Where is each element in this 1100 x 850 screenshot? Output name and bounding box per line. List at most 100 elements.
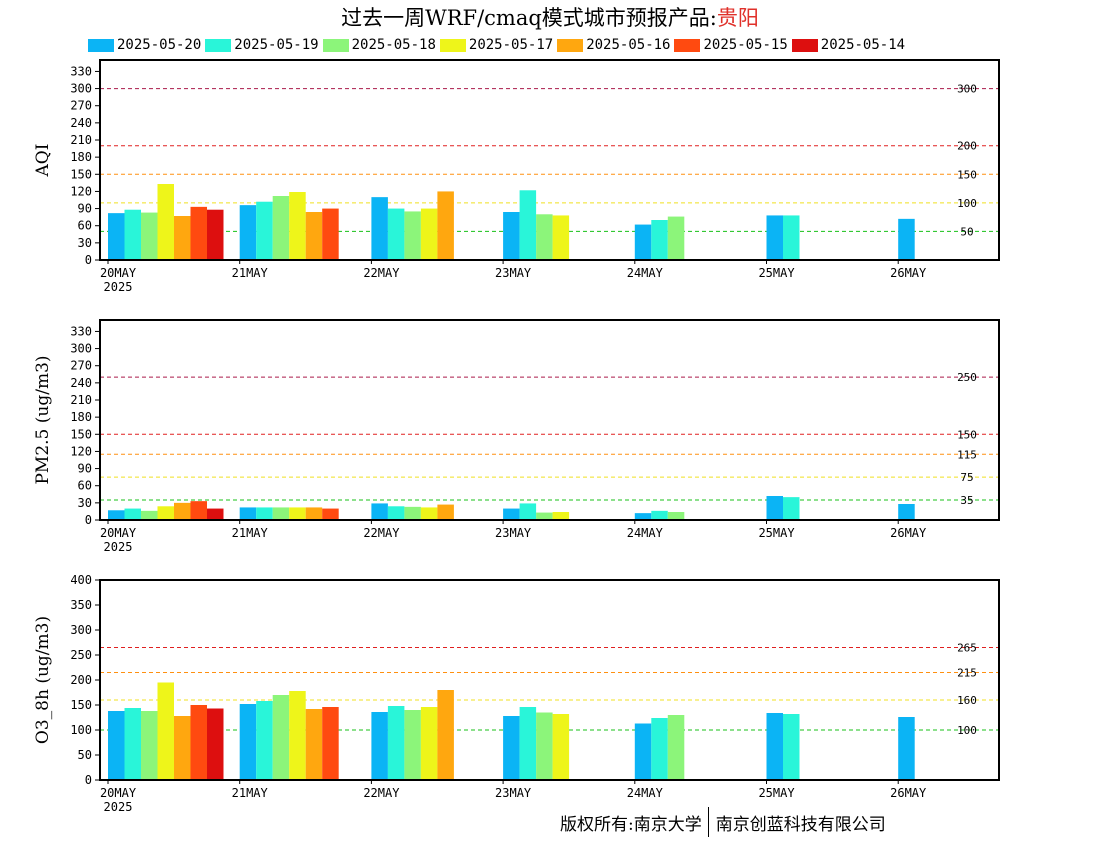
x-tick-label: 25MAY — [758, 266, 795, 280]
x-tick-label: 22MAY — [363, 786, 400, 800]
y-tick-label: 240 — [70, 116, 92, 130]
bar — [667, 512, 685, 520]
bar — [766, 496, 783, 520]
y-tick-label: 240 — [70, 376, 92, 390]
legend: 2025-05-20 2025-05-19 2025-05-18 2025-05-17… — [88, 36, 909, 54]
legend-swatch — [88, 38, 114, 52]
y-tick-label: 30 — [78, 496, 92, 510]
legend-item: 2025-05-18 — [322, 37, 440, 53]
bar — [174, 216, 191, 260]
legend-item: 2025-05-15 — [674, 37, 791, 53]
bar — [404, 710, 421, 780]
bar — [536, 214, 553, 260]
title-city: 贵阳 — [716, 6, 759, 30]
bar — [503, 716, 520, 780]
bar — [667, 715, 685, 780]
x-tick-label: 23MAY — [495, 266, 532, 280]
legend-swatch — [791, 38, 818, 52]
title-prefix: 过去一周WRF/cmaq模式城市预报产品: — [341, 6, 717, 30]
reference-label: 265 — [957, 642, 977, 655]
bar — [141, 510, 158, 520]
y-tick-label: 210 — [70, 393, 92, 407]
legend-label: 2025-05-20 — [117, 37, 202, 53]
reference-label: 150 — [957, 428, 977, 441]
bar — [239, 704, 257, 780]
y-tick-label: 300 — [70, 342, 92, 356]
legend-label: 2025-05-14 — [820, 37, 906, 53]
bar — [437, 191, 454, 260]
chart-title: 过去一周WRF/cmaq模式城市预报产品:贵阳 — [0, 2, 1100, 32]
legend-swatch — [439, 38, 466, 52]
x-year-label: 2025 — [104, 800, 133, 814]
bar — [256, 701, 273, 780]
y-tick-label: 0 — [85, 773, 92, 787]
legend-item: 2025-05-17 — [439, 37, 557, 53]
bar — [667, 216, 685, 260]
x-tick-label: 23MAY — [495, 786, 532, 800]
bar — [289, 192, 306, 260]
bar — [634, 224, 652, 260]
bar — [190, 206, 207, 260]
x-tick-label: 22MAY — [363, 526, 400, 540]
bar — [157, 682, 174, 780]
legend-item: 2025-05-14 — [791, 37, 909, 53]
reference-label: 215 — [957, 667, 977, 680]
bar — [420, 208, 438, 260]
legend-swatch — [674, 38, 701, 52]
x-tick-label: 25MAY — [758, 526, 795, 540]
copyright-separator — [707, 807, 709, 837]
plot-frame — [99, 59, 1000, 261]
bar — [190, 705, 207, 780]
plot-frame — [99, 319, 1000, 521]
x-tick-label: 24MAY — [627, 526, 664, 540]
bar — [783, 215, 800, 260]
bar — [766, 713, 783, 780]
bar — [108, 711, 125, 780]
bar — [503, 212, 520, 260]
bar — [207, 508, 224, 520]
bar — [207, 209, 224, 260]
x-tick-label: 21MAY — [232, 266, 269, 280]
bar — [256, 201, 273, 260]
legend-label: 2025-05-19 — [234, 37, 319, 53]
bar — [404, 211, 421, 260]
bar — [437, 504, 454, 520]
y-tick-label: 150 — [70, 427, 92, 441]
bar — [898, 504, 915, 520]
bar — [174, 502, 191, 520]
y-tick-label: 60 — [78, 479, 92, 493]
y-tick-label: 150 — [70, 698, 92, 712]
reference-label: 100 — [957, 724, 977, 737]
bar — [289, 691, 306, 780]
y-tick-label: 0 — [85, 513, 92, 527]
bar — [898, 218, 915, 260]
bar — [519, 190, 537, 260]
bar — [141, 711, 158, 780]
y-axis-label: AQI — [33, 144, 53, 178]
copyright: 版权所有:南京大学 南京创蓝科技有限公司 — [560, 806, 886, 838]
bar — [437, 690, 454, 780]
x-tick-label: 24MAY — [627, 266, 664, 280]
bar — [519, 503, 537, 520]
y-tick-label: 90 — [78, 202, 92, 216]
legend-item: 2025-05-20 — [88, 37, 205, 53]
y-tick-label: 180 — [70, 150, 92, 164]
bar — [387, 706, 405, 780]
x-tick-label: 22MAY — [363, 266, 400, 280]
bar — [766, 215, 783, 260]
y-tick-label: 30 — [78, 236, 92, 250]
reference-label: 100 — [957, 197, 977, 210]
bar — [519, 707, 537, 780]
copyright-left: 版权所有:南京大学 — [560, 814, 702, 835]
y-tick-label: 180 — [70, 410, 92, 424]
legend-item: 2025-05-19 — [205, 37, 322, 53]
reference-label: 150 — [957, 168, 977, 181]
bar — [634, 513, 652, 520]
bar — [420, 507, 438, 520]
bar — [157, 506, 174, 520]
bar — [404, 506, 421, 520]
reference-label: 35 — [960, 494, 973, 507]
bar — [322, 508, 339, 520]
